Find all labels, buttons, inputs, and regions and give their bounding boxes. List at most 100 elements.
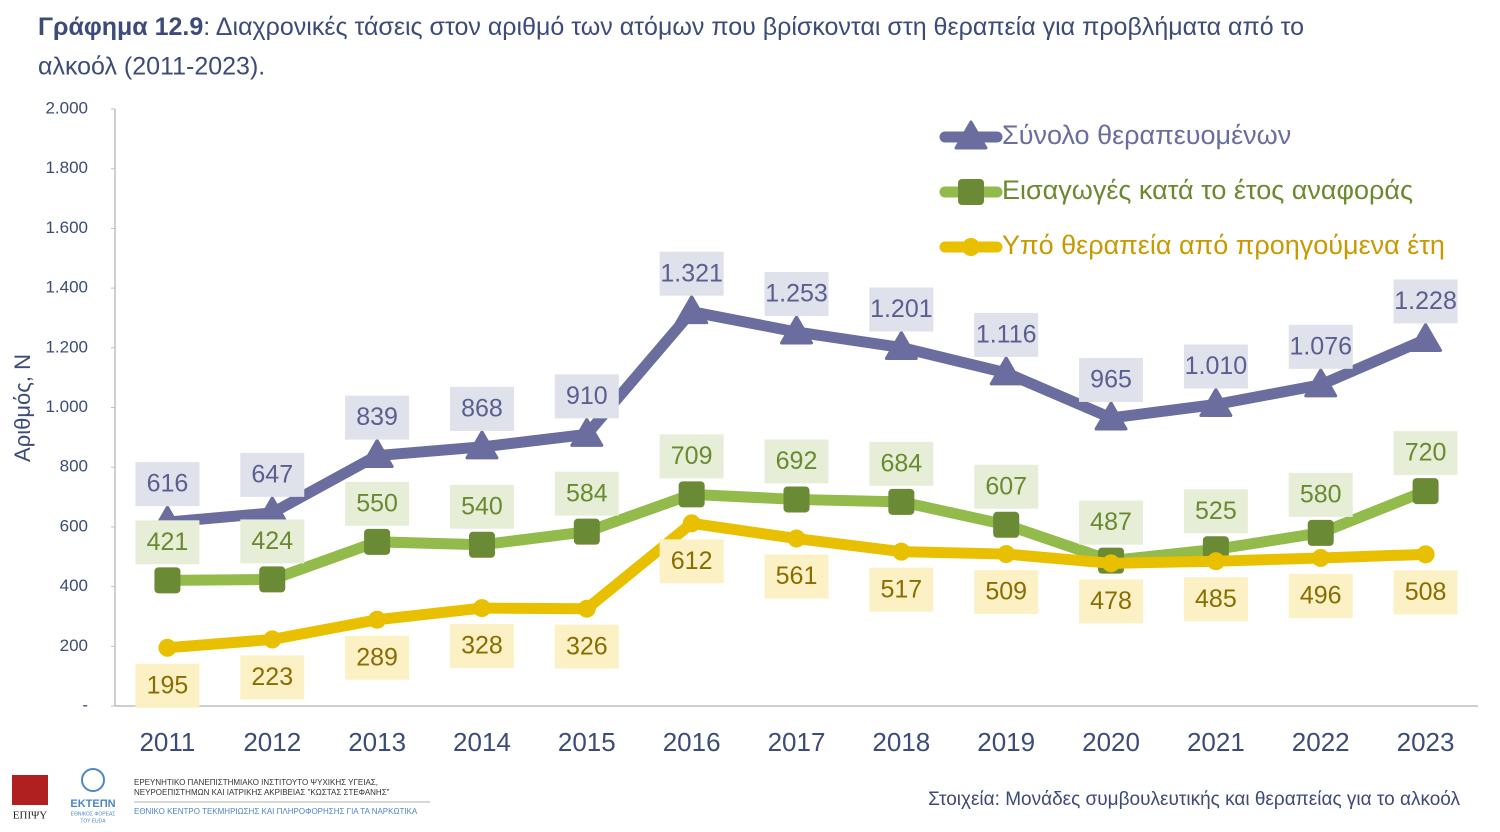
value-label: 612 [671,547,713,575]
marker [465,430,499,460]
marker [1094,401,1128,431]
value-label-box [554,624,619,669]
footer-logos: ΕΠΙΨΥ ΕΚΤΕΠΝ ΕΘΝΙΚΟΣ ΦΟΡΕΑΣ ΤΟΥ EUDA ΕΡΕ… [12,768,430,824]
marker [1412,478,1439,505]
marker [154,567,181,594]
value-label-box [240,655,305,700]
value-label: 289 [356,643,398,671]
value-label: 868 [461,395,503,423]
x-tick-label: 2018 [872,727,930,757]
value-label-box [135,663,200,708]
marker [1307,519,1334,546]
value-label: 709 [671,442,713,470]
value-label: 584 [566,479,608,507]
legend-label: Σύνολο θεραπευομένων [1002,120,1291,150]
value-label-box [345,395,410,440]
x-tick-label: 2019 [977,727,1035,757]
value-label-box [135,462,200,507]
value-label: 1.116 [976,320,1037,348]
value-label-box [554,471,619,516]
marker [954,120,988,150]
logo1-icon [12,775,48,805]
value-label: 580 [1300,480,1342,508]
value-label-box [1079,357,1144,402]
marker [1102,554,1121,573]
value-label-box [345,635,410,680]
value-label: 1.228 [1394,287,1457,315]
x-tick-label: 2023 [1397,727,1455,757]
marker [577,599,596,618]
title-line2: αλκοόλ (2011-2023). [38,53,265,81]
value-label-box [764,554,829,599]
value-label-box [1288,324,1353,369]
y-tick-label: 200 [60,636,88,655]
marker [1199,388,1233,418]
y-tick-label: 400 [60,576,88,595]
value-label: 421 [147,528,189,556]
marker [364,528,391,555]
marker [1311,548,1330,567]
value-label-box [1183,489,1248,534]
marker [989,356,1023,386]
value-label-box [240,519,305,564]
centre: ΕΘΝΙΚΟ ΚΕΝΤΡΟ ΤΕΚΜΗΡΙΩΣΗΣ ΚΑΙ ΠΛΗΡΟΦΟΡΗΣ… [134,807,418,816]
value-label: 195 [147,671,189,699]
x-tick-label: 2013 [348,727,406,757]
value-label: 478 [1090,587,1132,615]
x-tick-label: 2022 [1292,727,1350,757]
marker [259,566,286,593]
value-label-box [1079,579,1144,624]
x-tick-label: 2014 [453,727,511,757]
marker [1304,368,1338,398]
value-label-box [659,539,724,584]
value-label: 692 [776,447,818,475]
value-label-box [869,567,934,612]
value-label-box [659,251,724,296]
logo2-sub: ΕΘΝΙΚΟΣ ΦΟΡΕΑΣ [71,811,116,817]
value-label: 517 [880,575,922,603]
marker [787,529,806,548]
value-label: 508 [1405,578,1447,606]
y-tick-label: 600 [60,516,88,535]
value-label-box [1183,344,1248,389]
value-label-box [554,374,619,419]
marker [675,295,709,325]
x-tick-label: 2015 [558,727,616,757]
value-label: 1.321 [660,259,723,287]
x-tick-label: 2020 [1082,727,1140,757]
y-tick-label: - [82,695,88,714]
value-label: 550 [356,489,398,517]
x-tick-label: 2016 [663,727,721,757]
value-label: 910 [566,382,608,410]
marker [997,545,1016,564]
value-label-box [345,481,410,526]
value-label-box [449,624,514,669]
marker [958,179,984,205]
value-label-box [449,386,514,431]
marker [780,315,813,345]
value-label-box [869,287,934,332]
value-label-box [1393,279,1458,324]
value-label: 1.076 [1289,332,1352,360]
value-label: 509 [985,578,1027,606]
source: Στοιχεία: Μονάδες συμβουλευτικής και θερ… [928,789,1460,810]
y-axis-label: Αριθμός, N [10,354,35,462]
institute: ΝΕΥΡΟΕΠΙΣΤΗΜΩΝ ΚΑΙ ΙΑΤΡΙΚΗΣ ΑΚΡΙΒΕΙΑΣ "Κ… [134,788,390,797]
y-tick-label: 1.200 [45,337,88,356]
value-label: 616 [147,470,189,498]
value-label: 720 [1405,439,1447,467]
value-label-box [1183,577,1248,622]
value-label-box [764,271,829,316]
marker [158,638,177,657]
legend-label: Εισαγωγές κατά το έτος αναφοράς [1002,175,1413,205]
value-label: 839 [356,403,398,431]
value-label: 326 [566,632,608,660]
value-label-box [974,570,1039,615]
value-label-box [449,484,514,529]
marker [368,610,387,629]
value-label-box [1393,431,1458,476]
value-label-box [1393,570,1458,615]
value-label: 1.253 [765,280,828,308]
